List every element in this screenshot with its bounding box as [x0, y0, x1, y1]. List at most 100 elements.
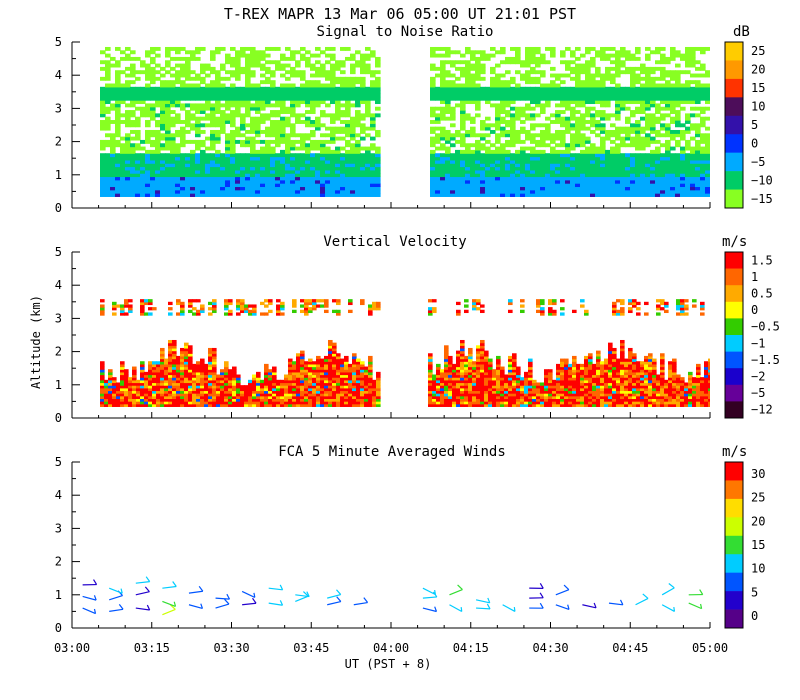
snr-cell — [165, 63, 171, 68]
snr-cell — [540, 153, 546, 158]
snr-cell — [320, 193, 326, 197]
snr-cell — [530, 153, 536, 158]
snr-cell — [450, 179, 456, 184]
snr-cell — [290, 66, 296, 71]
snr-cell — [640, 100, 646, 105]
snr-cell — [675, 143, 681, 148]
snr-cell — [145, 50, 151, 55]
snr-cell — [215, 186, 221, 191]
snr-cell — [485, 153, 491, 158]
snr-cell — [210, 90, 216, 95]
velocity-cell — [280, 390, 285, 394]
snr-cell — [195, 169, 201, 174]
snr-cell — [535, 189, 541, 194]
snr-cell — [190, 149, 196, 154]
snr-cell — [165, 83, 171, 88]
snr-cell — [450, 50, 456, 55]
velocity-cell — [296, 355, 301, 360]
snr-cell — [645, 90, 651, 95]
snr-cell — [580, 80, 586, 85]
snr-cell — [510, 176, 516, 181]
velocity-cell — [124, 304, 129, 308]
snr-cell — [575, 189, 581, 194]
snr-cell — [610, 113, 616, 118]
snr-cell — [230, 183, 236, 188]
velocity-cell — [156, 401, 161, 405]
snr-cell — [170, 136, 176, 141]
snr-cell — [485, 169, 491, 174]
snr-cell — [175, 113, 181, 118]
snr-cell — [555, 116, 561, 121]
snr-cell — [625, 53, 631, 58]
snr-cell — [195, 123, 201, 128]
velocity-cell — [188, 398, 193, 402]
snr-cell — [135, 146, 141, 151]
snr-cell — [605, 179, 611, 184]
snr-cell — [580, 66, 586, 71]
snr-cell — [455, 186, 461, 191]
velocity-cell — [124, 371, 129, 376]
snr-cell — [265, 159, 271, 164]
snr-cell — [490, 70, 496, 75]
velocity-cell — [196, 371, 201, 376]
velocity-cell — [152, 361, 157, 365]
snr-cell — [325, 126, 331, 131]
snr-cell — [355, 93, 361, 98]
velocity-cell — [340, 366, 345, 370]
velocity-cell — [152, 374, 157, 378]
snr-cell — [330, 53, 336, 58]
snr-cell — [660, 133, 666, 138]
snr-cell — [665, 70, 671, 75]
snr-cell — [585, 96, 591, 101]
snr-cell — [315, 46, 321, 51]
velocity-cell — [356, 377, 361, 381]
snr-cell — [650, 123, 656, 128]
snr-cell — [460, 73, 466, 78]
velocity-cell — [168, 339, 173, 344]
snr-cell — [480, 166, 486, 171]
snr-cell — [315, 179, 321, 184]
snr-cell — [605, 93, 611, 98]
velocity-cell — [128, 304, 133, 308]
snr-cell — [335, 76, 341, 81]
snr-cell — [580, 63, 586, 68]
snr-cell — [650, 153, 656, 158]
snr-cell — [465, 50, 471, 55]
snr-cell — [205, 123, 211, 128]
snr-cell — [685, 60, 691, 65]
snr-cell — [210, 83, 216, 88]
snr-cell — [165, 169, 171, 174]
snr-cell — [630, 186, 636, 191]
snr-cell — [235, 106, 241, 111]
velocity-cell — [232, 395, 237, 400]
snr-cell — [525, 189, 531, 194]
snr-cell — [375, 83, 381, 88]
snr-cell — [695, 153, 701, 158]
snr-cell — [110, 149, 116, 154]
snr-cell — [145, 153, 151, 158]
snr-cell — [135, 169, 141, 174]
snr-cell — [480, 153, 486, 158]
panel3-units: m/s — [722, 444, 747, 460]
snr-cell — [500, 133, 506, 138]
snr-cell — [370, 83, 376, 88]
snr-cell — [640, 116, 646, 121]
snr-cell — [665, 173, 671, 178]
snr-cell — [515, 96, 521, 101]
snr-cell — [220, 153, 226, 158]
snr-cell — [575, 116, 581, 121]
snr-cell — [560, 129, 566, 134]
velocity-cell — [268, 379, 273, 384]
velocity-cell — [128, 379, 133, 384]
snr-cell — [360, 166, 366, 171]
snr-cell — [165, 113, 171, 118]
snr-cell — [165, 139, 171, 144]
snr-cell — [455, 183, 461, 188]
snr-cell — [270, 153, 276, 158]
snr-cell — [365, 166, 371, 171]
snr-cell — [195, 146, 201, 151]
snr-cell — [345, 86, 351, 91]
velocity-cell — [352, 398, 357, 402]
snr-cell — [635, 100, 641, 105]
snr-cell — [205, 173, 211, 178]
